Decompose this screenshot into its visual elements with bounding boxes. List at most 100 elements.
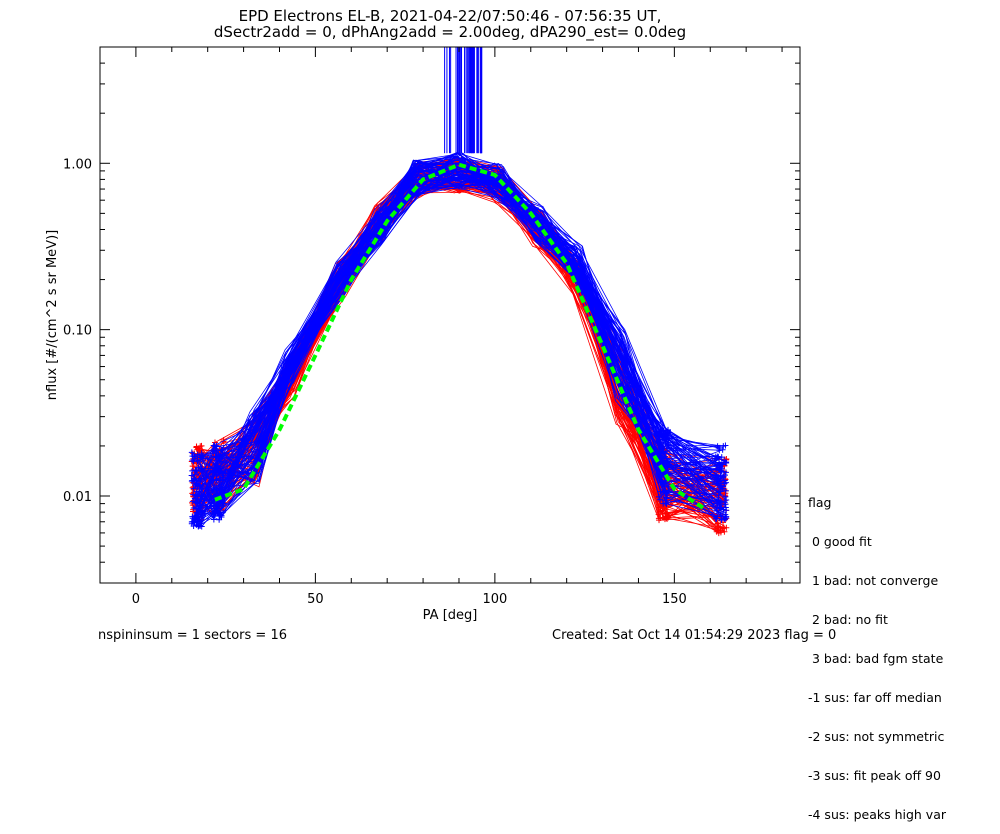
- plus-marker: [723, 513, 730, 520]
- flag-legend: flag 0 good fit 1 bad: not converge 2 ba…: [808, 470, 946, 834]
- chart-axes: 0 50 100 150 0.01 0.10 1.00 PA [deg] nflux [#/(c…: [45, 46, 801, 623]
- plus-marker: [216, 512, 223, 519]
- trace-line: [197, 176, 718, 517]
- plus-marker: [716, 482, 723, 489]
- legend-item: -3 sus: fit peak off 90: [808, 768, 941, 783]
- trace-line: [199, 169, 717, 532]
- fit-curve: [214, 162, 705, 510]
- trace-line: [196, 157, 722, 531]
- trace-line: [192, 169, 718, 504]
- plus-marker: [199, 465, 206, 472]
- plus-marker: [216, 469, 223, 476]
- trace-line: [192, 177, 720, 527]
- plus-marker: [715, 497, 722, 504]
- plus-marker: [193, 480, 200, 487]
- plus-marker: [665, 458, 672, 465]
- plus-marker: [713, 455, 720, 462]
- trace-line: [193, 169, 719, 524]
- footer-created: Created: Sat Oct 14 01:54:29 2023 flag =…: [552, 628, 837, 643]
- legend-item: 0 good fit: [808, 534, 872, 549]
- plus-marker: [210, 516, 217, 523]
- trace-line: [199, 152, 721, 518]
- plus-marker: [720, 483, 727, 490]
- plus-marker: [656, 433, 663, 440]
- plus-marker: [715, 445, 722, 452]
- legend-title: flag: [808, 495, 832, 510]
- trace-line: [196, 166, 720, 510]
- trace-line: [201, 163, 717, 515]
- plus-marker: [715, 530, 722, 537]
- plus-marker: [195, 464, 202, 471]
- trace-line: [199, 168, 717, 526]
- plus-marker: [719, 461, 726, 468]
- plus-marker: [189, 453, 196, 460]
- plus-marker: [717, 513, 724, 520]
- plus-marker: [190, 522, 197, 529]
- legend-item: 2 bad: no fit: [808, 612, 888, 627]
- plus-marker: [211, 443, 218, 450]
- plus-marker: [722, 493, 729, 500]
- plus-marker: [718, 454, 725, 461]
- trace-line: [192, 152, 718, 519]
- trace-line: [196, 152, 721, 517]
- legend-item: 3 bad: bad fgm state: [808, 651, 944, 666]
- plus-marker: [210, 509, 217, 516]
- plus-marker: [661, 453, 668, 460]
- plus-marker: [718, 517, 725, 524]
- trace-line: [200, 161, 726, 508]
- plus-marker: [193, 444, 200, 451]
- trace-line: [197, 161, 727, 527]
- plus-marker: [660, 443, 667, 450]
- footer-spin-info: nspininsum = 1 sectors = 16: [98, 628, 287, 643]
- plus-marker: [217, 476, 224, 483]
- trace-line: [193, 167, 717, 501]
- plus-marker: [191, 471, 198, 478]
- trace-line: [194, 164, 720, 534]
- trace-line: [199, 156, 727, 511]
- plus-marker: [716, 500, 723, 507]
- trace-line: [198, 159, 726, 505]
- plus-marker: [214, 462, 221, 469]
- legend-item: -4 sus: peaks high var: [808, 807, 947, 822]
- plus-marker: [722, 487, 729, 494]
- plus-marker: [190, 485, 197, 492]
- plus-marker: [194, 499, 201, 506]
- plus-marker: [657, 496, 664, 503]
- plus-marker: [665, 435, 672, 442]
- legend-item: -2 sus: not symmetric: [808, 729, 945, 744]
- plus-marker: [212, 453, 219, 460]
- plus-marker: [716, 488, 723, 495]
- plus-marker: [662, 500, 669, 507]
- plus-marker: [664, 428, 671, 435]
- chart-title-line1: EPD Electrons EL-B, 2021-04-22/07:50:46 …: [238, 7, 662, 25]
- plus-marker: [196, 488, 203, 495]
- trace-line: [194, 174, 718, 528]
- plus-marker: [189, 515, 196, 522]
- plus-marker: [198, 523, 205, 530]
- y-tick-label: 1.00: [63, 157, 92, 172]
- plus-marker: [655, 493, 662, 500]
- plus-marker: [189, 498, 196, 505]
- plus-marker: [722, 469, 729, 476]
- trace-line: [195, 177, 716, 514]
- trace-line: [196, 183, 717, 516]
- trace-line: [202, 159, 727, 470]
- trace-line: [199, 170, 718, 508]
- trace-line: [197, 161, 720, 491]
- trace-line: [198, 168, 727, 518]
- plus-marker: [723, 460, 730, 467]
- trace-line: [191, 171, 717, 524]
- chart-title-line2: dSectr2add = 0, dPhAng2add = 2.00deg, dP…: [213, 23, 687, 41]
- plot-frame: [99, 46, 801, 584]
- plus-marker: [714, 524, 721, 531]
- trace-line: [200, 166, 727, 508]
- plus-marker: [717, 477, 724, 484]
- trace-line: [201, 174, 719, 531]
- trace-line: [201, 157, 719, 527]
- plus-marker: [717, 469, 724, 476]
- plus-marker: [210, 487, 217, 494]
- plus-marker: [191, 519, 198, 526]
- data-bundles: [188, 47, 730, 537]
- trace-line: [196, 187, 718, 531]
- trace-line: [193, 166, 722, 521]
